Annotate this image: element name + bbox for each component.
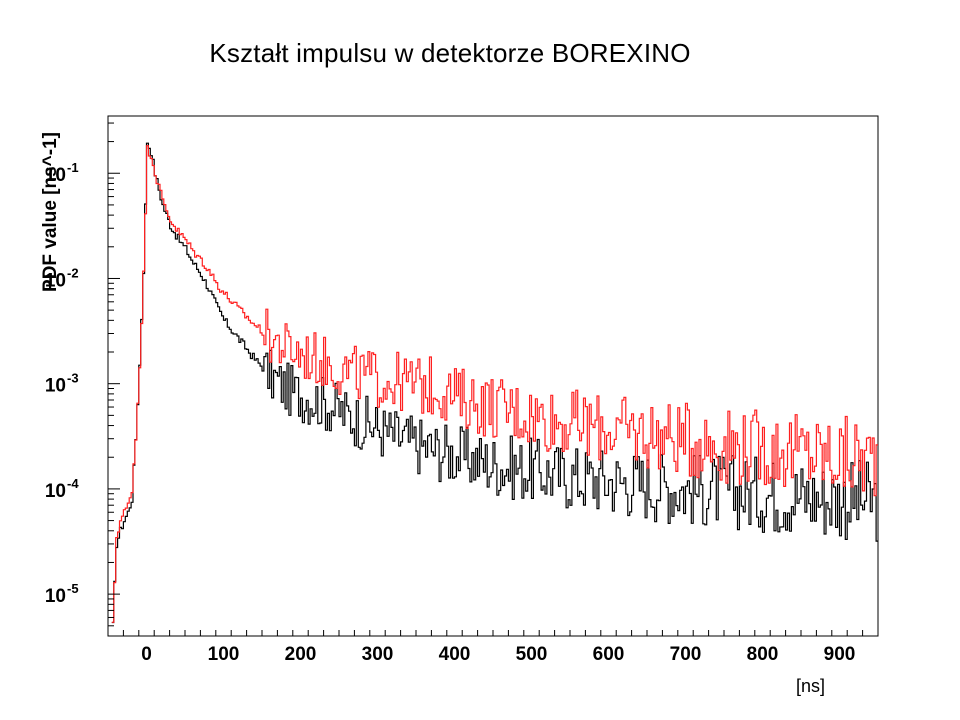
y-tick-exponent: -3 (67, 371, 79, 386)
y-tick-label: 10 (45, 165, 66, 186)
x-tick-label: 800 (747, 644, 779, 665)
x-tick-label: 900 (824, 644, 856, 665)
y-tick-label: 10 (45, 376, 66, 397)
series-line-2 (111, 145, 878, 623)
y-tick-exponent: -5 (67, 581, 79, 596)
x-tick-label: 100 (208, 644, 240, 665)
y-tick-exponent: -4 (67, 476, 79, 491)
y-tick-label: 10 (45, 481, 66, 502)
y-tick-exponent: -2 (67, 265, 79, 280)
chart-title: Kształt impulsu w detektorze BOREXINO (209, 38, 691, 68)
series-line-1 (111, 142, 878, 624)
x-tick-label: 700 (670, 644, 702, 665)
x-tick-label: 0 (141, 644, 152, 665)
y-tick-label: 10 (45, 586, 66, 607)
x-tick-label: 600 (593, 644, 625, 665)
plot-frame (107, 115, 879, 637)
y-axis-label: PDF value [ns^-1] (40, 132, 61, 292)
y-ticks: 10-110-210-310-410-5 (45, 122, 120, 637)
y-tick-exponent: -1 (67, 160, 79, 175)
x-axis-label: [ns] (796, 676, 826, 696)
series-layer (111, 142, 878, 624)
y-tick-label: 10 (45, 270, 66, 291)
x-tick-label: 500 (516, 644, 548, 665)
x-ticks: 0 100 200 300 400 500 600 700 800 900 (107, 630, 879, 665)
x-tick-label: 300 (362, 644, 394, 665)
x-tick-label: 400 (439, 644, 471, 665)
x-tick-label: 200 (285, 644, 317, 665)
